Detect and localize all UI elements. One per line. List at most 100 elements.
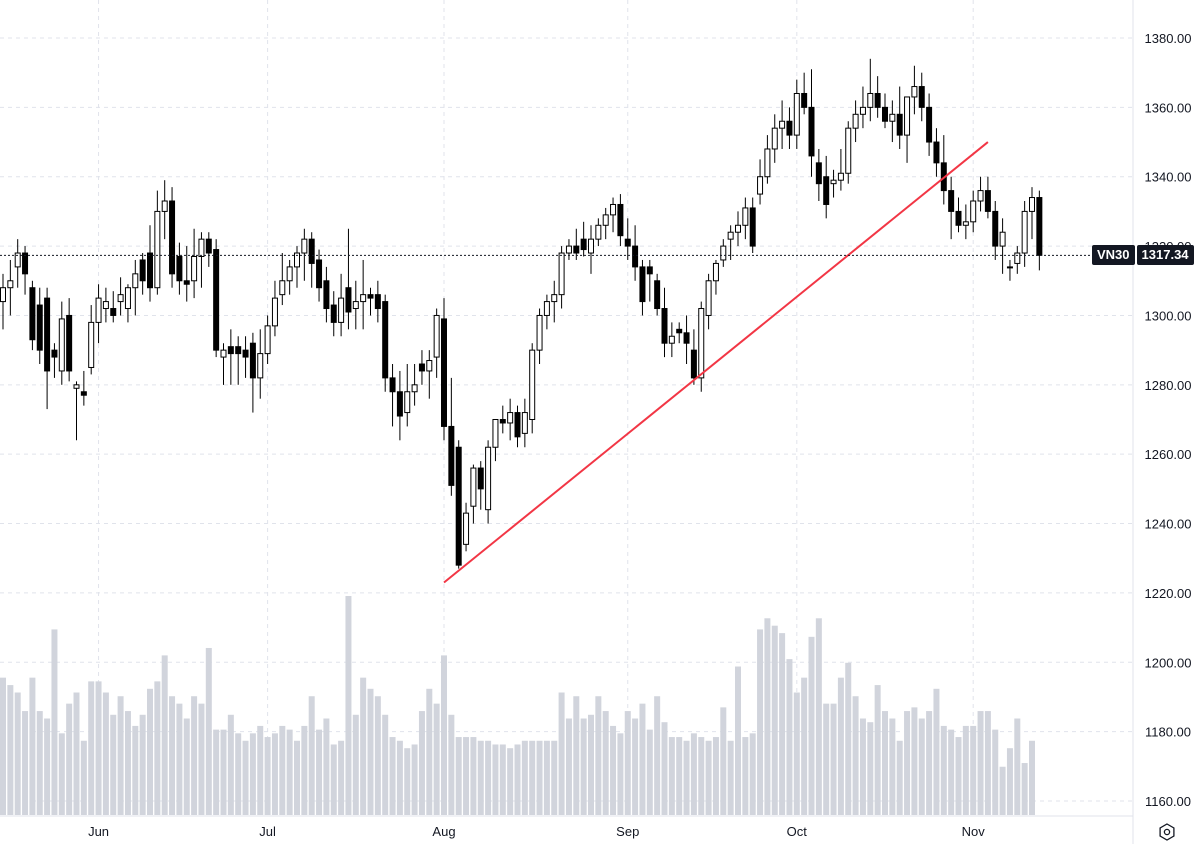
time-axis[interactable]: Jun Jul Aug Sep Oct Nov: [88, 824, 985, 839]
candle: [441, 298, 447, 441]
candle: [602, 207, 609, 240]
candle: [852, 100, 859, 143]
volume-bar: [14, 692, 21, 815]
volume-bar: [477, 740, 484, 815]
candle: [551, 280, 558, 323]
volume-bar: [999, 766, 1006, 815]
chart-settings-button[interactable]: [1156, 822, 1178, 842]
candle: [749, 197, 756, 254]
volume-bar: [191, 696, 198, 815]
volume-bar: [632, 718, 639, 815]
volume-bar: [286, 729, 293, 815]
x-tick-label: Sep: [616, 824, 639, 839]
volume-bar: [742, 737, 749, 815]
candle: [933, 128, 940, 177]
candle: [624, 218, 631, 260]
volume-bar: [779, 633, 786, 815]
candle: [984, 176, 991, 219]
volume-bar: [316, 729, 323, 815]
volume-bar: [771, 625, 778, 815]
candle: [565, 239, 572, 260]
volume-bar: [73, 692, 80, 815]
volume-bar: [639, 703, 646, 815]
volume-bar: [411, 744, 418, 815]
candle: [227, 329, 234, 385]
volume-bar: [80, 740, 87, 815]
candle: [573, 228, 580, 260]
candle: [786, 107, 793, 149]
volume-bar: [110, 714, 117, 815]
candle: [558, 246, 565, 309]
candle: [779, 100, 786, 149]
volume-bar: [396, 740, 403, 815]
candle: [139, 253, 146, 295]
volume-bar: [330, 744, 337, 815]
candle: [720, 239, 727, 267]
volume-bar: [529, 740, 536, 815]
candle: [698, 301, 705, 392]
candle: [676, 322, 683, 344]
y-tick-label: 1380.00: [1145, 31, 1192, 46]
volume-bar: [720, 707, 727, 815]
volume-bar: [1006, 748, 1013, 815]
candle: [588, 225, 594, 274]
candle: [823, 155, 830, 219]
volume-bar: [683, 740, 690, 815]
candle: [161, 180, 168, 240]
candle: [1021, 201, 1028, 267]
candle: [455, 440, 462, 569]
volume-bar: [132, 725, 139, 815]
candle: [712, 259, 719, 295]
volume-bar: [962, 725, 969, 815]
volume-bar: [837, 677, 844, 815]
candle: [1006, 259, 1013, 281]
candle: [418, 350, 425, 385]
candle: [205, 232, 212, 267]
y-tick-label: 1160.00: [1145, 794, 1191, 809]
volume-bar: [227, 714, 234, 815]
volume-bar: [455, 737, 462, 815]
candle: [940, 135, 947, 205]
volume-bar: [889, 718, 896, 815]
grid-lines: [0, 0, 1133, 816]
candle: [521, 398, 528, 448]
candle: [970, 190, 977, 233]
candle: [154, 190, 161, 295]
candle: [690, 329, 697, 385]
candle: [764, 135, 771, 184]
candle: [88, 305, 95, 375]
volume-bar: [102, 692, 109, 815]
y-tick-label: 1340.00: [1145, 170, 1192, 185]
candle: [668, 322, 675, 358]
candle: [992, 201, 999, 260]
candle: [610, 197, 617, 233]
volume-bar: [801, 677, 808, 815]
candle: [0, 273, 6, 330]
y-tick-label: 1360.00: [1145, 100, 1192, 115]
volume-bar: [565, 718, 572, 815]
volume-bar: [426, 688, 433, 815]
candle: [639, 259, 646, 316]
volume-bar: [257, 725, 264, 815]
candle: [514, 405, 521, 448]
volume-bar: [845, 662, 852, 815]
candle: [595, 218, 602, 247]
price-axis[interactable]: 1160.00 1180.00 1200.00 1220.00 1240.00 1260.…: [1145, 31, 1192, 809]
candle: [874, 76, 881, 118]
volume-bar: [161, 655, 168, 815]
candle: [926, 93, 933, 156]
candle: [463, 502, 470, 552]
candle: [448, 377, 455, 496]
volume-bar: [124, 711, 131, 815]
trend-line[interactable]: [443, 141, 989, 584]
volume-bar: [213, 729, 220, 815]
volume-bar: [882, 711, 888, 815]
y-tick-label: 1300.00: [1145, 308, 1192, 323]
volume-bar: [955, 737, 962, 815]
candle: [110, 291, 117, 323]
volume-bar: [294, 740, 300, 815]
volume-bar: [345, 596, 352, 815]
candle: [529, 343, 536, 434]
x-tick-label: Jun: [88, 824, 109, 839]
